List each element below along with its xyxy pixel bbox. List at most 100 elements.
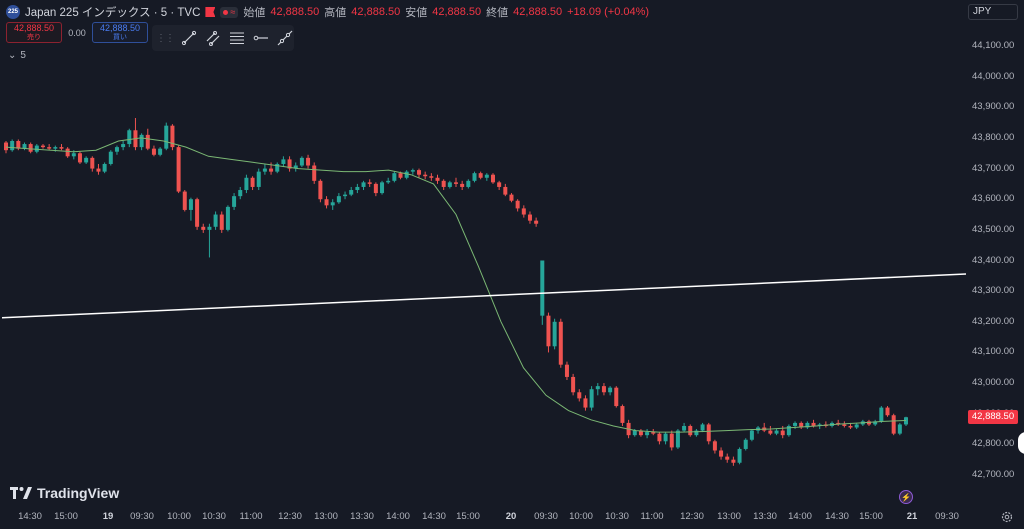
gear-icon[interactable] xyxy=(1000,510,1014,524)
chevron-down-icon: ⌄ xyxy=(8,50,17,61)
candle-body xyxy=(219,214,224,230)
candle-body xyxy=(90,157,95,169)
candle-body xyxy=(158,148,163,155)
trend-line-icon[interactable] xyxy=(180,28,198,48)
candle-body xyxy=(250,177,255,187)
symbol-title[interactable]: Japan 225 インデックス · 5 · TVC xyxy=(25,7,201,19)
ohlc-low-label: 安値 xyxy=(405,7,428,19)
x-tick-label: 09:30 xyxy=(130,511,154,522)
candle-body xyxy=(583,398,588,408)
candle-body xyxy=(28,144,33,152)
y-tick-label: 43,500.00 xyxy=(972,223,1015,235)
candle-body xyxy=(867,421,872,425)
candle-body xyxy=(509,194,514,201)
sell-label: 売り xyxy=(27,33,41,41)
candle-body xyxy=(207,226,212,230)
parallel-channel-icon[interactable] xyxy=(204,28,222,48)
extended-line-icon[interactable] xyxy=(276,28,294,48)
candle-body xyxy=(466,180,471,187)
candle-body xyxy=(497,182,502,187)
drag-handle-icon[interactable]: ⋮⋮ xyxy=(156,32,175,44)
candle-body xyxy=(380,182,385,194)
candle-body xyxy=(768,430,773,434)
x-tick-label: 14:00 xyxy=(386,511,410,522)
ohlc-close-value: 42,888.50 xyxy=(513,6,563,18)
candle-body xyxy=(151,148,156,155)
y-tick-label: 44,100.00 xyxy=(972,40,1015,51)
symbol-badge-icon: 225 xyxy=(6,5,20,19)
candle-body xyxy=(170,125,175,148)
candle-body xyxy=(84,157,89,163)
tradingview-wordmark: TradingView xyxy=(37,485,120,501)
candle-body xyxy=(10,140,15,151)
candle-body xyxy=(534,220,539,224)
candle-body xyxy=(749,430,754,440)
x-tick-label: 11:00 xyxy=(640,511,664,522)
candle-body xyxy=(145,134,150,149)
candle-body xyxy=(595,386,600,390)
dot-icon xyxy=(223,9,229,15)
x-tick-label: 10:30 xyxy=(202,511,226,522)
flag-icon[interactable] xyxy=(205,7,216,17)
y-tick-label: 43,900.00 xyxy=(972,101,1015,113)
sell-price: 42,888.50 xyxy=(13,22,55,33)
candle-body xyxy=(108,151,113,164)
y-tick-label: 43,400.00 xyxy=(972,254,1015,266)
candle-body xyxy=(564,364,569,377)
candle-body xyxy=(232,196,237,207)
candle-body xyxy=(176,147,181,192)
candle-body xyxy=(460,183,465,187)
tradingview-logo[interactable]: TradingView xyxy=(10,485,119,501)
candle-body xyxy=(318,180,323,200)
candle-body xyxy=(484,174,489,178)
price-scale-handle[interactable] xyxy=(1018,432,1024,454)
candle-body xyxy=(139,134,144,148)
candle-body xyxy=(373,183,378,194)
buy-button[interactable]: 42,888.50 買い xyxy=(92,22,148,43)
candle-body xyxy=(429,176,434,178)
candle-body xyxy=(472,173,477,181)
candle-body xyxy=(65,148,70,157)
candle-body xyxy=(552,321,557,347)
ohlc-open-value: 42,888.50 xyxy=(270,6,320,18)
candle-body xyxy=(447,182,452,187)
candle-body xyxy=(706,424,711,442)
candle-body xyxy=(793,422,798,426)
sell-button[interactable]: 42,888.50 売り xyxy=(6,22,62,43)
x-tick-label: 20 xyxy=(505,511,517,522)
x-tick-label: 12:30 xyxy=(680,511,704,522)
lightning-icon[interactable]: ⚡ xyxy=(899,490,913,504)
candle-body xyxy=(275,163,280,172)
candle-body xyxy=(404,171,409,178)
y-tick-label: 43,300.00 xyxy=(972,285,1015,297)
candle-body xyxy=(59,147,64,149)
candle-body xyxy=(34,145,39,152)
candle-body xyxy=(897,424,902,434)
candle-body xyxy=(503,186,508,195)
y-tick-label: 43,200.00 xyxy=(972,315,1015,327)
trendline-drawing[interactable] xyxy=(1,273,966,319)
currency-selector[interactable]: JPY xyxy=(968,4,1018,20)
ohlc-close-label: 終値 xyxy=(486,7,509,19)
visibility-toggle-button[interactable]: ≈ xyxy=(220,6,239,18)
candle-body xyxy=(392,173,397,181)
candle-body xyxy=(601,386,606,393)
candle-body xyxy=(873,421,878,425)
price-chart[interactable] xyxy=(0,0,966,510)
candle-body xyxy=(620,406,625,423)
horizontal-ray-icon[interactable] xyxy=(252,28,270,48)
candle-body xyxy=(490,174,495,183)
fib-retracement-icon[interactable] xyxy=(228,28,246,48)
x-tick-label: 13:00 xyxy=(314,511,338,522)
y-tick-label: 43,100.00 xyxy=(972,346,1015,358)
candle-body xyxy=(96,168,101,172)
x-tick-label: 13:30 xyxy=(753,511,777,522)
candle-body xyxy=(774,430,779,434)
candle-body xyxy=(410,170,415,172)
symbol-legend: 225 Japan 225 インデックス · 5 · TVC ≈ 始値 42,88… xyxy=(6,4,649,20)
candle-body xyxy=(694,430,699,436)
tradingview-logo-icon xyxy=(10,487,32,499)
interval-collapse[interactable]: ⌄ 5 xyxy=(8,50,26,61)
y-tick-label: 43,600.00 xyxy=(972,193,1015,205)
